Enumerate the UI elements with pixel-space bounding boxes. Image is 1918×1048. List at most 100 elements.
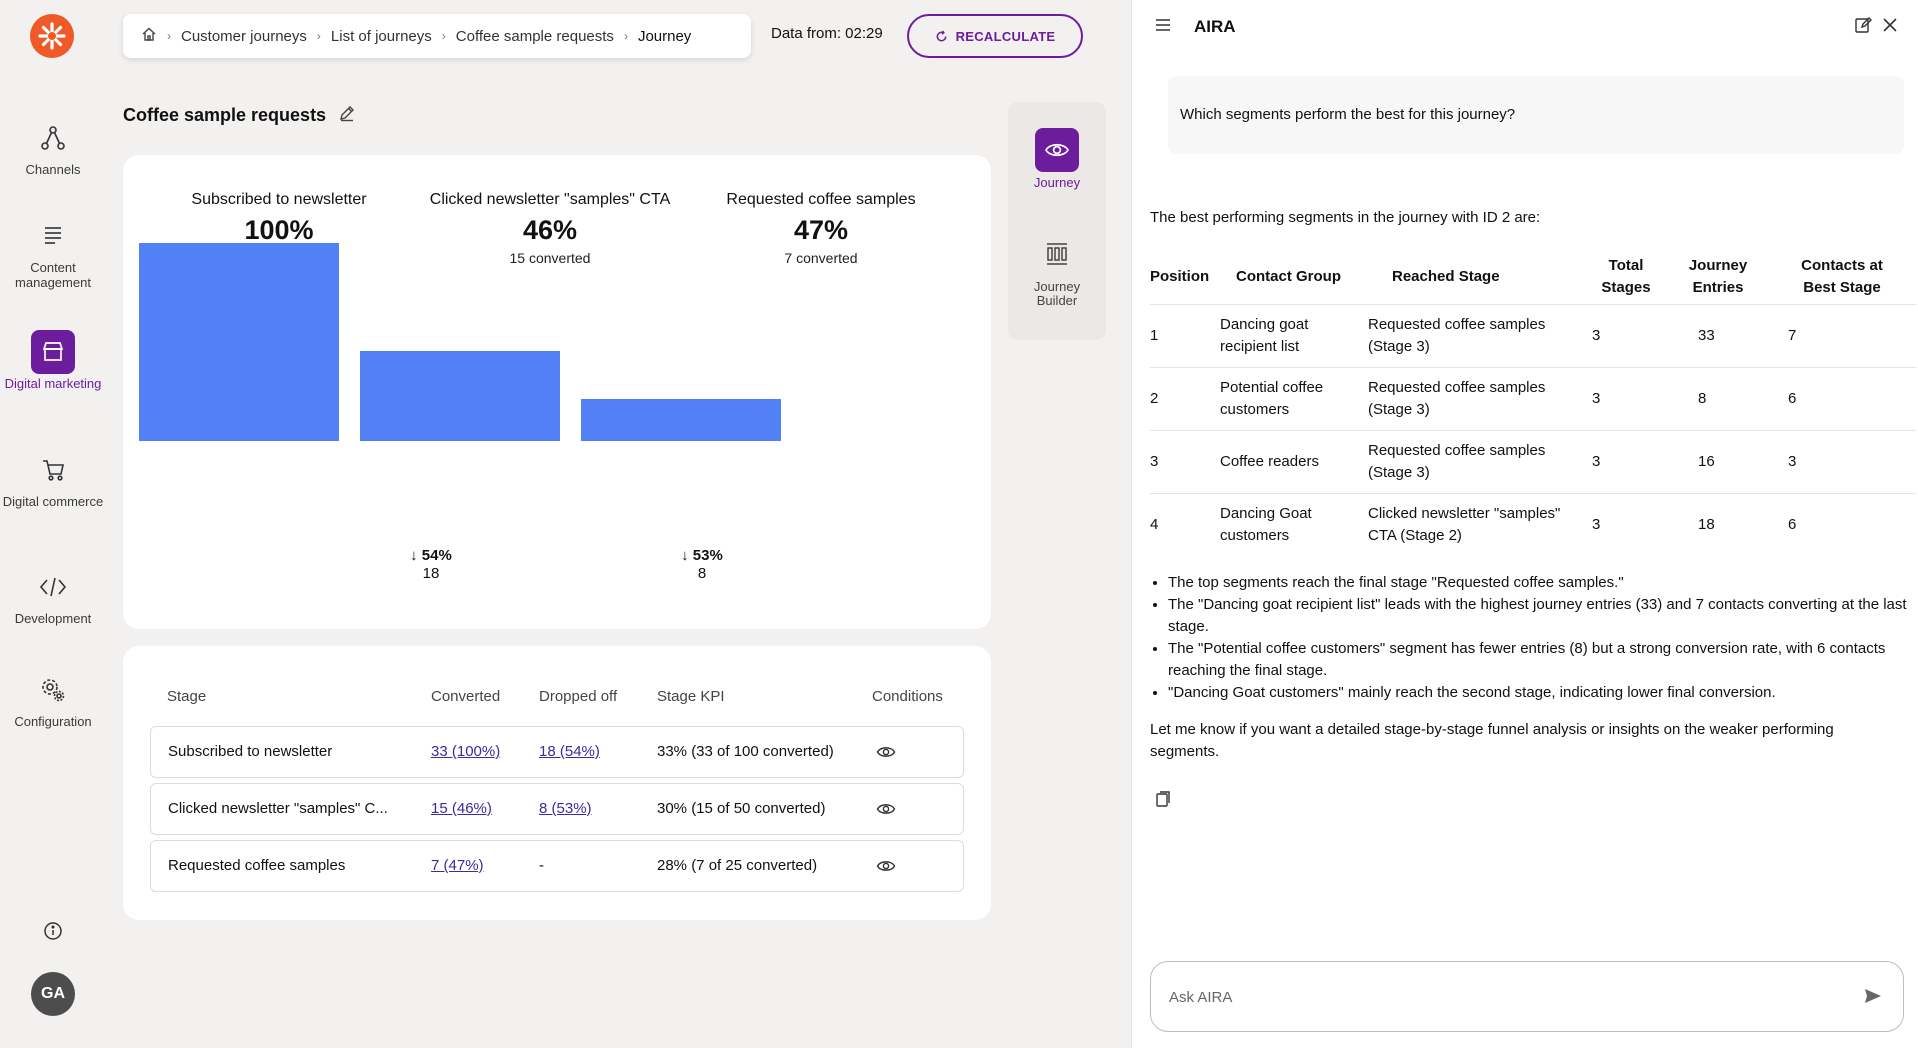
marketing-icon (31, 330, 75, 374)
header-journey-entries: Journey Entries (1668, 250, 1768, 304)
data-from-label: Data from: 02:29 (771, 25, 883, 42)
eye-icon[interactable] (876, 801, 896, 821)
content-icon (31, 214, 75, 258)
header-stage-kpi: Stage KPI (657, 688, 725, 705)
breadcrumb: › Customer journeys › List of journeys ›… (123, 14, 751, 58)
eye-icon[interactable] (876, 858, 896, 878)
breadcrumb-customer-journeys[interactable]: Customer journeys (181, 27, 307, 45)
send-icon[interactable] (1863, 986, 1883, 1009)
cell-group: Potential coffee customers (1220, 366, 1368, 430)
close-icon[interactable] (1881, 16, 1899, 37)
answer-intro: The best performing segments in the jour… (1150, 209, 1541, 226)
cell-position: 4 (1150, 492, 1220, 556)
page-title-text: Coffee sample requests (123, 105, 327, 125)
cell-group: Dancing goat recipient list (1220, 303, 1368, 367)
app-logo[interactable] (30, 14, 74, 58)
cell-best: 7 (1768, 303, 1916, 367)
nav-development[interactable]: Development (0, 565, 106, 626)
table-row: Clicked newsletter "samples" C... 15 (46… (150, 783, 964, 835)
hamburger-menu-icon[interactable] (1154, 17, 1172, 36)
aira-panel: AIRA Which segments perform the best for… (1131, 0, 1918, 1048)
table-row: 4 Dancing Goat customers Clicked newslet… (1150, 492, 1916, 556)
avatar[interactable]: GA (31, 972, 75, 1016)
cell-stage: Clicked newsletter "samples" CTA (Stage … (1368, 492, 1584, 556)
tab-journey[interactable]: Journey (1008, 128, 1106, 190)
funnel-bar-2[interactable] (360, 351, 560, 441)
cart-icon (31, 448, 75, 492)
row-converted-link[interactable]: 7 (47%) (431, 857, 484, 874)
cell-best: 6 (1768, 492, 1916, 556)
breadcrumb-separator: › (167, 29, 171, 43)
answer-bullets: The top segments reach the final stage "… (1150, 572, 1910, 704)
builder-icon (1035, 232, 1079, 276)
table-row: Requested coffee samples 7 (47%) - 28% (… (150, 840, 964, 892)
nav-channels[interactable]: Channels (0, 116, 106, 177)
breadcrumb-coffee-sample-requests[interactable]: Coffee sample requests (455, 27, 614, 45)
stage-converted: 15 converted (509, 250, 591, 266)
left-navigation: Channels Content management Digital mark… (0, 0, 106, 1048)
home-icon[interactable] (141, 26, 157, 46)
segments-table-header: Position Contact Group Reached Stage Tot… (1150, 250, 1916, 304)
cell-stage: Requested coffee samples (Stage 3) (1368, 429, 1584, 493)
copy-icon[interactable] (1154, 790, 1172, 811)
header-converted: Converted (431, 688, 501, 705)
row-converted-link[interactable]: 33 (100%) (431, 743, 501, 760)
funnel-bar-3[interactable] (581, 399, 781, 441)
stage-percent: 100% (244, 215, 314, 245)
cell-stage: Requested coffee samples (Stage 3) (1368, 366, 1584, 430)
row-converted-link[interactable]: 15 (46%) (431, 800, 492, 817)
edit-pencil-icon[interactable] (338, 104, 356, 127)
drop-off-percent: ↓ 54% (410, 547, 452, 564)
view-switcher-rail: Journey Journey Builder (1008, 102, 1106, 340)
nav-configuration[interactable]: Configuration (0, 668, 106, 729)
cell-total: 3 (1584, 492, 1668, 556)
user-question-bubble: Which segments perform the best for this… (1168, 76, 1904, 154)
funnel-bar-1[interactable] (139, 243, 339, 441)
eye-icon[interactable] (876, 744, 896, 764)
row-dropped-link[interactable]: 18 (54%) (539, 743, 600, 760)
channels-icon (31, 116, 75, 160)
stage-table-card: Stage Converted Dropped off Stage KPI Co… (123, 646, 991, 920)
tab-label: Journey (1033, 175, 1081, 190)
stage-name: Subscribed to newsletter (191, 191, 367, 208)
cell-entries: 18 (1668, 492, 1768, 556)
header-position: Position (1150, 267, 1210, 285)
header-journey-entries-text: Journey Entries (1688, 256, 1748, 296)
row-kpi: 30% (15 of 50 converted) (657, 800, 826, 817)
nav-content-management[interactable]: Content management (0, 214, 106, 290)
recalculate-button[interactable]: RECALCULATE (907, 14, 1083, 58)
cell-best: 3 (1768, 429, 1916, 493)
funnel-chart (139, 243, 781, 441)
drop-off-percent: ↓ 53% (681, 547, 723, 564)
nav-digital-marketing[interactable]: Digital marketing (0, 330, 106, 391)
stage-name: Clicked newsletter "samples" CTA (429, 191, 671, 208)
table-row: 3 Coffee readers Requested coffee sample… (1150, 429, 1916, 493)
header-total-stages-text: Total Stages (1601, 256, 1651, 296)
ask-aira-input[interactable] (1169, 984, 1849, 1010)
cell-stage: Requested coffee samples (Stage 3) (1368, 303, 1584, 367)
recalculate-label: RECALCULATE (955, 28, 1056, 44)
row-kpi: 33% (33 of 100 converted) (657, 743, 834, 760)
stage-converted: 7 converted (784, 250, 858, 266)
row-dropped-link[interactable]: 8 (53%) (539, 800, 592, 817)
tab-journey-builder[interactable]: Journey Builder (1008, 232, 1106, 308)
list-item: "Dancing Goat customers" mainly reach th… (1168, 682, 1910, 704)
ask-aira-box (1150, 961, 1904, 1032)
drop-off-count: 18 (422, 565, 440, 582)
header-dropped-off: Dropped off (539, 688, 618, 705)
header-contacts-best-stage-text: Contacts at Best Stage (1801, 256, 1883, 296)
nav-label: Digital commerce (2, 494, 104, 509)
cell-entries: 16 (1668, 429, 1768, 493)
stage-percent: 46% (522, 215, 578, 245)
breadcrumb-list-of-journeys[interactable]: List of journeys (330, 27, 432, 45)
info-icon[interactable] (42, 920, 64, 942)
row-stage: Requested coffee samples (168, 857, 346, 874)
drop-off-1: ↓ 54% 18 (391, 547, 471, 583)
breadcrumb-separator: › (623, 29, 628, 43)
new-chat-icon[interactable] (1854, 16, 1872, 37)
stage-percent: 47% (793, 215, 849, 245)
nav-label: Configuration (14, 714, 92, 729)
stage-name: Requested coffee samples (726, 191, 916, 208)
segments-table: Position Contact Group Reached Stage Tot… (1150, 250, 1916, 556)
nav-digital-commerce[interactable]: Digital commerce (0, 448, 106, 509)
